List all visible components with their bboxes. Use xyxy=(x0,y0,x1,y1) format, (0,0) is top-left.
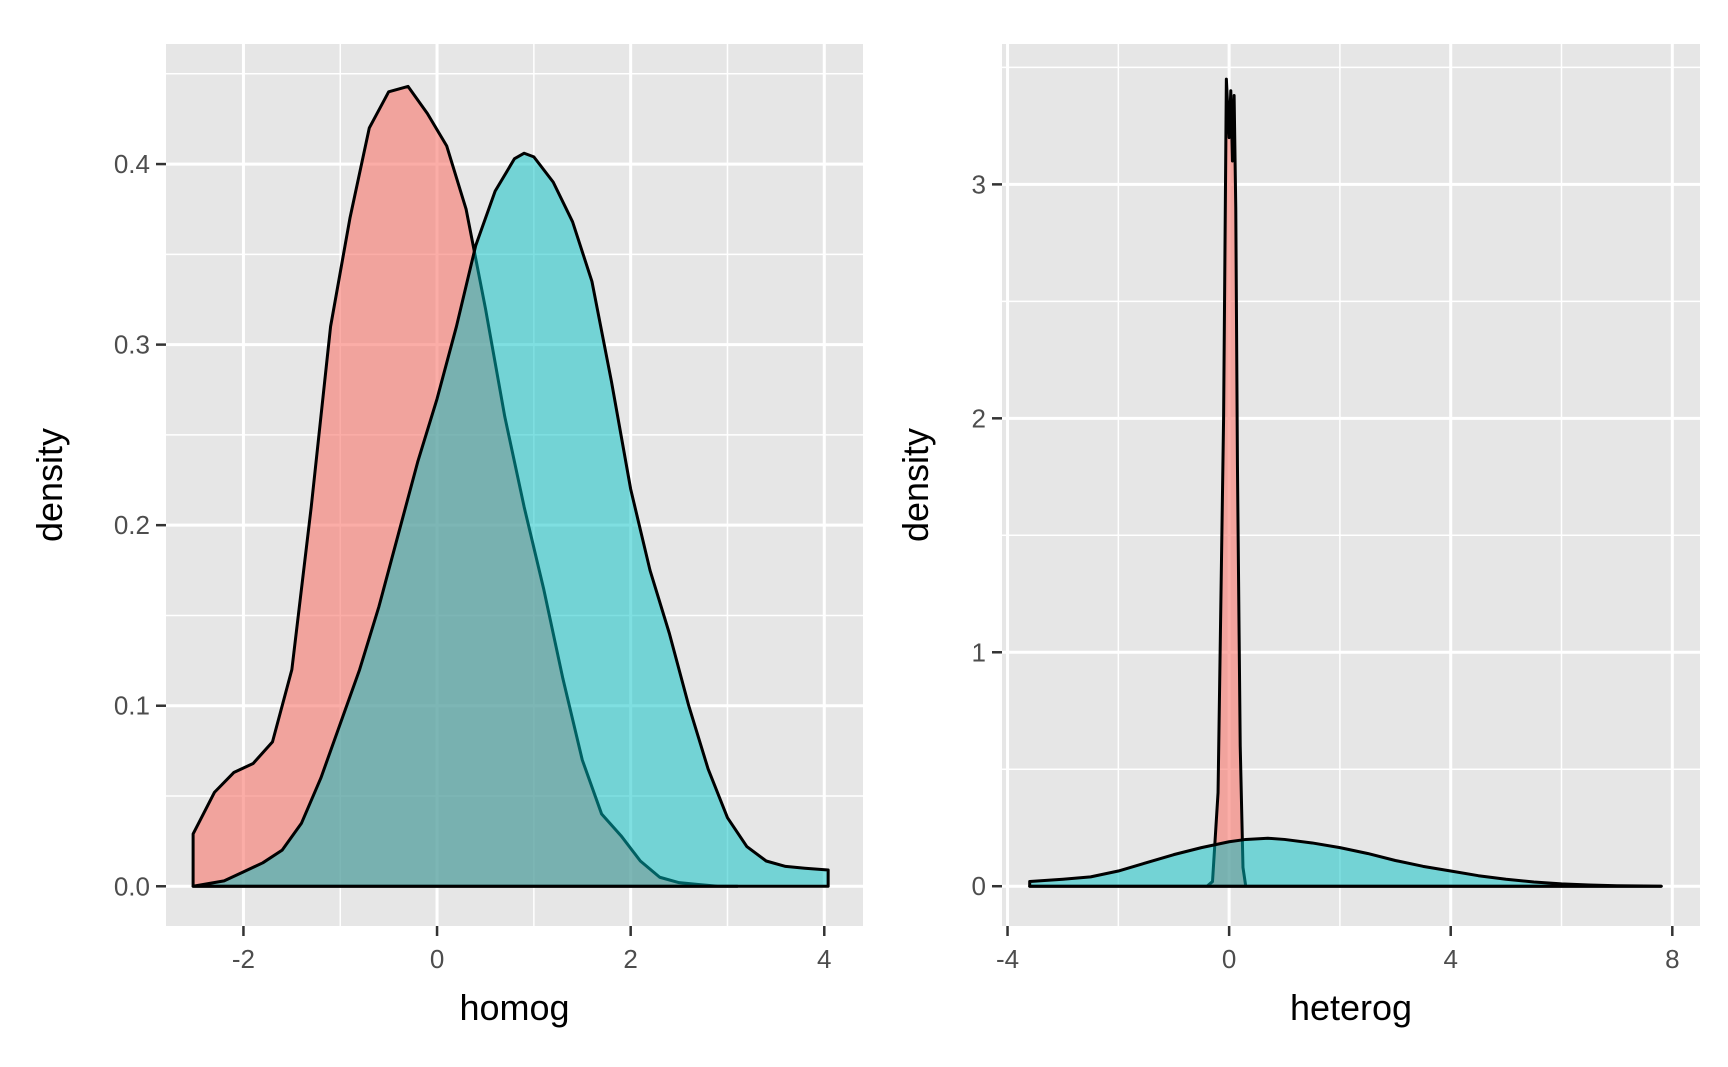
density-area-series-2 xyxy=(191,151,830,888)
left-panel-homog: -2 0 2 4 0.0 0.1 0.2 0.3 0.4 homog density xyxy=(29,44,863,1028)
x-tick-label: 8 xyxy=(1665,944,1679,974)
panel-background xyxy=(1002,44,1700,926)
y-tick-label: 2 xyxy=(972,403,986,433)
x-tick-label: 0 xyxy=(430,944,444,974)
y-tick-label: 3 xyxy=(972,169,986,199)
x-tick-label: -4 xyxy=(996,944,1019,974)
y-axis-title: density xyxy=(29,428,70,542)
x-tick-label: -2 xyxy=(232,944,255,974)
y-tick-label: 1 xyxy=(972,637,986,667)
y-tick-label: 0.1 xyxy=(114,691,150,721)
y-tick-label: 0.0 xyxy=(114,871,150,901)
density-area-series-2 xyxy=(1028,836,1663,888)
y-axis-title: density xyxy=(895,428,936,542)
x-tick-label: 0 xyxy=(1222,944,1236,974)
y-tick-label: 0.4 xyxy=(114,149,150,179)
x-tick-label: 4 xyxy=(1443,944,1457,974)
x-axis-title: heterog xyxy=(1290,987,1412,1028)
y-tick-label: 0 xyxy=(972,871,986,901)
right-panel-heterog: -4 0 4 8 0 1 2 3 heterog density xyxy=(895,44,1700,1028)
y-tick-label: 0.3 xyxy=(114,330,150,360)
y-tick-label: 0.2 xyxy=(114,510,150,540)
x-tick-label: 2 xyxy=(623,944,637,974)
x-tick-label: 4 xyxy=(817,944,831,974)
x-axis-title: homog xyxy=(459,987,569,1028)
